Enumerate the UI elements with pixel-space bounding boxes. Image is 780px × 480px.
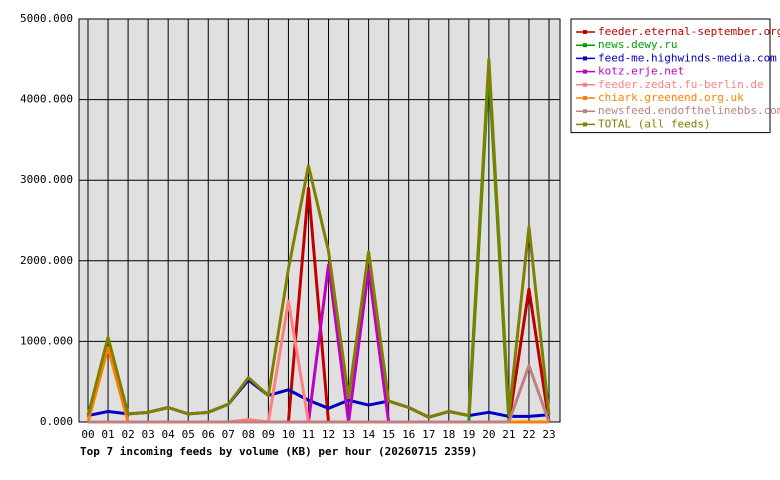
x-tick-label: 17 (422, 428, 435, 441)
x-tick-label: 00 (81, 428, 94, 441)
legend-dot (583, 109, 587, 114)
legend-label: chiark.greenend.org.uk (598, 91, 744, 104)
legend-dot (583, 30, 587, 34)
x-tick-label: 09 (262, 428, 275, 441)
legend-dot (583, 82, 587, 87)
y-tick-label: 2000.000 (20, 254, 73, 267)
legend-label: feeder.eternal-september.org (598, 25, 780, 38)
x-tick-label: 11 (302, 428, 315, 441)
legend-dot (583, 122, 587, 127)
x-tick-label: 05 (182, 428, 195, 441)
x-tick-label: 14 (362, 428, 376, 441)
x-tick-label: 03 (142, 428, 155, 441)
x-tick-label: 04 (162, 428, 176, 441)
y-tick-label: 0.000 (40, 415, 73, 428)
x-tick-label: 15 (382, 428, 395, 441)
y-tick-label: 4000.000 (20, 93, 73, 106)
x-tick-label: 12 (322, 428, 335, 441)
series-line (88, 364, 551, 424)
x-tick-label: 07 (222, 428, 235, 441)
legend-dot (583, 56, 587, 61)
x-tick-label: 13 (342, 428, 355, 441)
legend-dot (583, 43, 587, 48)
x-tick-label: 08 (242, 428, 255, 441)
legend-label: TOTAL (all feeds) (598, 117, 711, 130)
x-tick-label: 18 (442, 428, 455, 441)
legend-label: kotz.erje.net (598, 65, 684, 78)
legend-label: news.dewy.ru (598, 38, 677, 51)
x-tick-label: 21 (502, 428, 515, 441)
legend-dot (583, 96, 587, 100)
x-tick-label: 01 (101, 428, 114, 441)
legend-label: feeder.zedat.fu-berlin.de (598, 78, 764, 91)
y-tick-label: 5000.000 (20, 12, 73, 25)
x-tick-label: 22 (522, 428, 535, 441)
chart-title: Top 7 incoming feeds by volume (KB) per … (80, 445, 477, 458)
y-tick-label: 1000.000 (20, 334, 73, 347)
x-tick-label: 02 (121, 428, 134, 441)
x-tick-label: 23 (542, 428, 555, 441)
legend-box (570, 18, 771, 134)
legend-label: newsfeed.endofthelinebbs.com (598, 104, 780, 117)
x-tick-label: 16 (402, 428, 415, 441)
x-tick-label: 19 (462, 428, 475, 441)
x-tick-label: 10 (282, 428, 295, 441)
legend-label: feed-me.highwinds-media.com (598, 51, 777, 64)
x-tick-label: 20 (482, 428, 495, 441)
series-line (86, 57, 551, 419)
legend-dot (583, 69, 587, 74)
x-tick-label: 06 (202, 428, 215, 441)
y-tick-label: 3000.000 (20, 173, 73, 186)
